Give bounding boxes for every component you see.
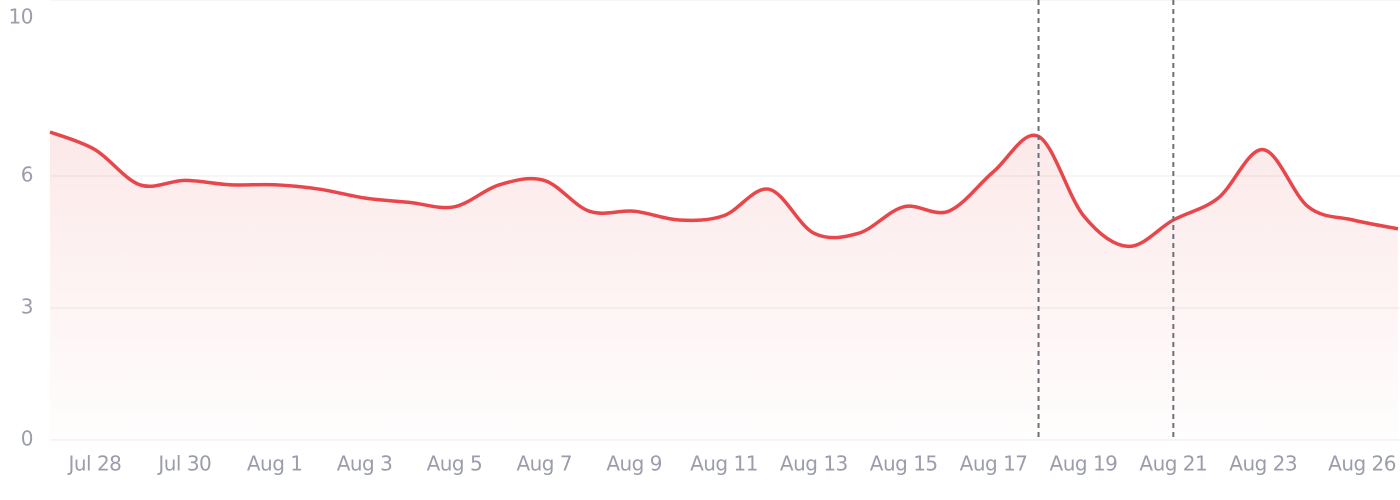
x-tick-label: Aug 15 — [870, 452, 938, 476]
y-tick-label: 0 — [21, 427, 33, 451]
y-tick-label: 10 — [9, 5, 33, 29]
y-tick-label: 3 — [21, 295, 33, 319]
x-tick-label: Aug 13 — [780, 452, 848, 476]
x-tick-label: Aug 3 — [337, 452, 393, 476]
area — [50, 132, 1398, 440]
x-tick-label: Aug 19 — [1050, 452, 1118, 476]
x-tick-label: Jul 28 — [66, 452, 121, 476]
x-tick-label: Aug 17 — [960, 452, 1028, 476]
y-tick-label: 6 — [21, 163, 33, 187]
x-tick-label: Aug 5 — [427, 452, 483, 476]
x-tick-label: Aug 21 — [1139, 452, 1207, 476]
x-tick-label: Aug 9 — [606, 452, 662, 476]
x-tick-label: Aug 23 — [1229, 452, 1297, 476]
x-tick-label: Aug 11 — [690, 452, 758, 476]
x-tick-label: Aug 1 — [247, 452, 303, 476]
x-tick-label: Jul 30 — [156, 452, 211, 476]
x-tick-label: Aug 7 — [516, 452, 572, 476]
x-tick-label: Aug 26 — [1328, 452, 1396, 476]
